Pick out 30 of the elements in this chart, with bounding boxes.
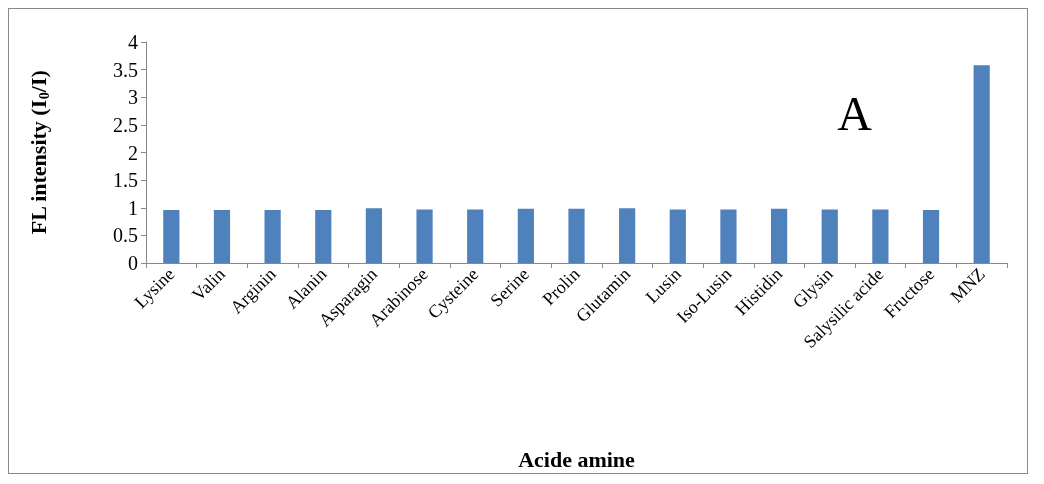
y-axis-title: FL intensity (I0/I) — [25, 70, 52, 235]
bar — [872, 209, 889, 263]
y-tick-label: 2 — [128, 141, 138, 164]
y-tick-label: 3.5 — [113, 58, 138, 81]
bar — [669, 209, 686, 263]
bar — [568, 208, 585, 263]
y-tick-label: 1.5 — [113, 169, 138, 192]
y-tick-label: 0 — [128, 252, 138, 274]
bar — [264, 209, 281, 263]
x-axis-title: Acide amine — [518, 446, 636, 472]
bar — [416, 209, 433, 263]
bar — [770, 208, 788, 263]
bar — [973, 65, 990, 263]
y-tick-label: 4 — [128, 31, 138, 53]
x-tick-label: Valin — [188, 263, 230, 305]
bar — [163, 209, 180, 263]
y-tick-label: 0.5 — [113, 224, 138, 247]
bar — [821, 209, 838, 263]
bar — [315, 209, 332, 263]
y-tick-label: 1 — [128, 196, 138, 219]
bar — [365, 208, 383, 263]
annotation: A — [837, 86, 873, 140]
bar — [213, 209, 231, 263]
bar — [619, 208, 636, 263]
bar — [467, 209, 484, 263]
bar — [922, 209, 940, 263]
y-tick-label: 2.5 — [113, 113, 138, 136]
y-tick-label: 3 — [128, 86, 138, 109]
bar — [517, 208, 534, 263]
bar — [720, 209, 737, 263]
